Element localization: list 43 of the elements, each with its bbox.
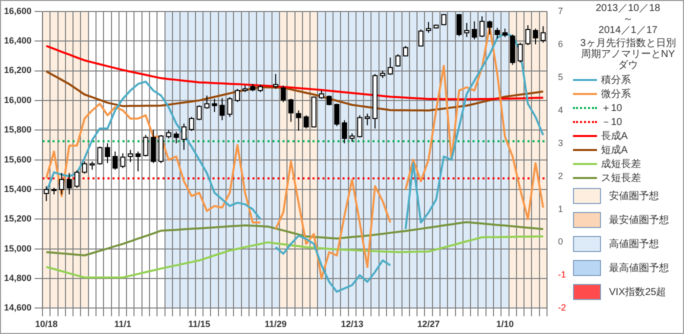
y-tick-label: 15,200 [4, 214, 32, 224]
y-tick-label: 14,600 [4, 302, 32, 313]
legend-label: 短成A [601, 144, 628, 157]
y-tick-label: 15,000 [4, 243, 32, 254]
x-tick-label: 11/1 [114, 319, 132, 330]
y-tick-label: 16,000 [4, 94, 32, 105]
y-tick-label: 15,800 [4, 124, 32, 135]
y-tick-label: 14,800 [4, 273, 32, 284]
y-tick-label: 16,200 [4, 65, 32, 76]
y2-tick-label: 6 [558, 38, 564, 49]
y2-tick-label: 1 [558, 204, 564, 214]
text: 2013／10／18 ～ 2014／1／17 [594, 3, 662, 36]
y-tick-label: 15,400 [4, 184, 32, 194]
text: 最安値圏予想 [609, 214, 669, 227]
legend-label: ス短長差 [601, 172, 641, 185]
y2-tick-label: 0 [558, 236, 564, 247]
y-tick-label: 16,400 [4, 36, 32, 46]
y2-tick-label: 5 [558, 72, 564, 82]
legend-label: 積分系 [601, 74, 631, 87]
y2-tick-label: -2 [558, 302, 566, 313]
y2-tick-label: 2 [558, 170, 564, 181]
legend-label: 微分系 [601, 88, 631, 101]
text: VIX指数25超 [609, 286, 666, 299]
y2-tick-label: 3 [558, 138, 564, 148]
x-tick-label: 11/15 [188, 319, 210, 330]
text: 安値圏予想 [609, 190, 659, 203]
x-tick-label: 12/13 [340, 319, 364, 330]
legend-label: 長成A [601, 130, 628, 143]
legend-label: ＋10 [601, 102, 622, 115]
text: 高値圏予想 [609, 238, 659, 251]
x-tick-label: 10/18 [35, 319, 58, 330]
y-tick-label: 15,600 [4, 154, 32, 164]
text: 3ヶ月先行指数と日別周期アノマリーとNYダウ [579, 38, 677, 71]
y-tick-label: 16,600 [4, 6, 32, 16]
legend-label: －10 [601, 116, 622, 129]
y2-tick-label: 7 [558, 6, 564, 16]
x-tick-label: 11/29 [264, 319, 287, 330]
text: 最高値圏予想 [609, 262, 669, 275]
y2-tick-label: 4 [558, 104, 564, 115]
x-tick-label: 12/27 [417, 319, 440, 330]
legend-label: 成短長差 [601, 158, 641, 171]
y2-tick-label: -1 [558, 270, 566, 280]
x-tick-label: 1/10 [496, 319, 514, 330]
